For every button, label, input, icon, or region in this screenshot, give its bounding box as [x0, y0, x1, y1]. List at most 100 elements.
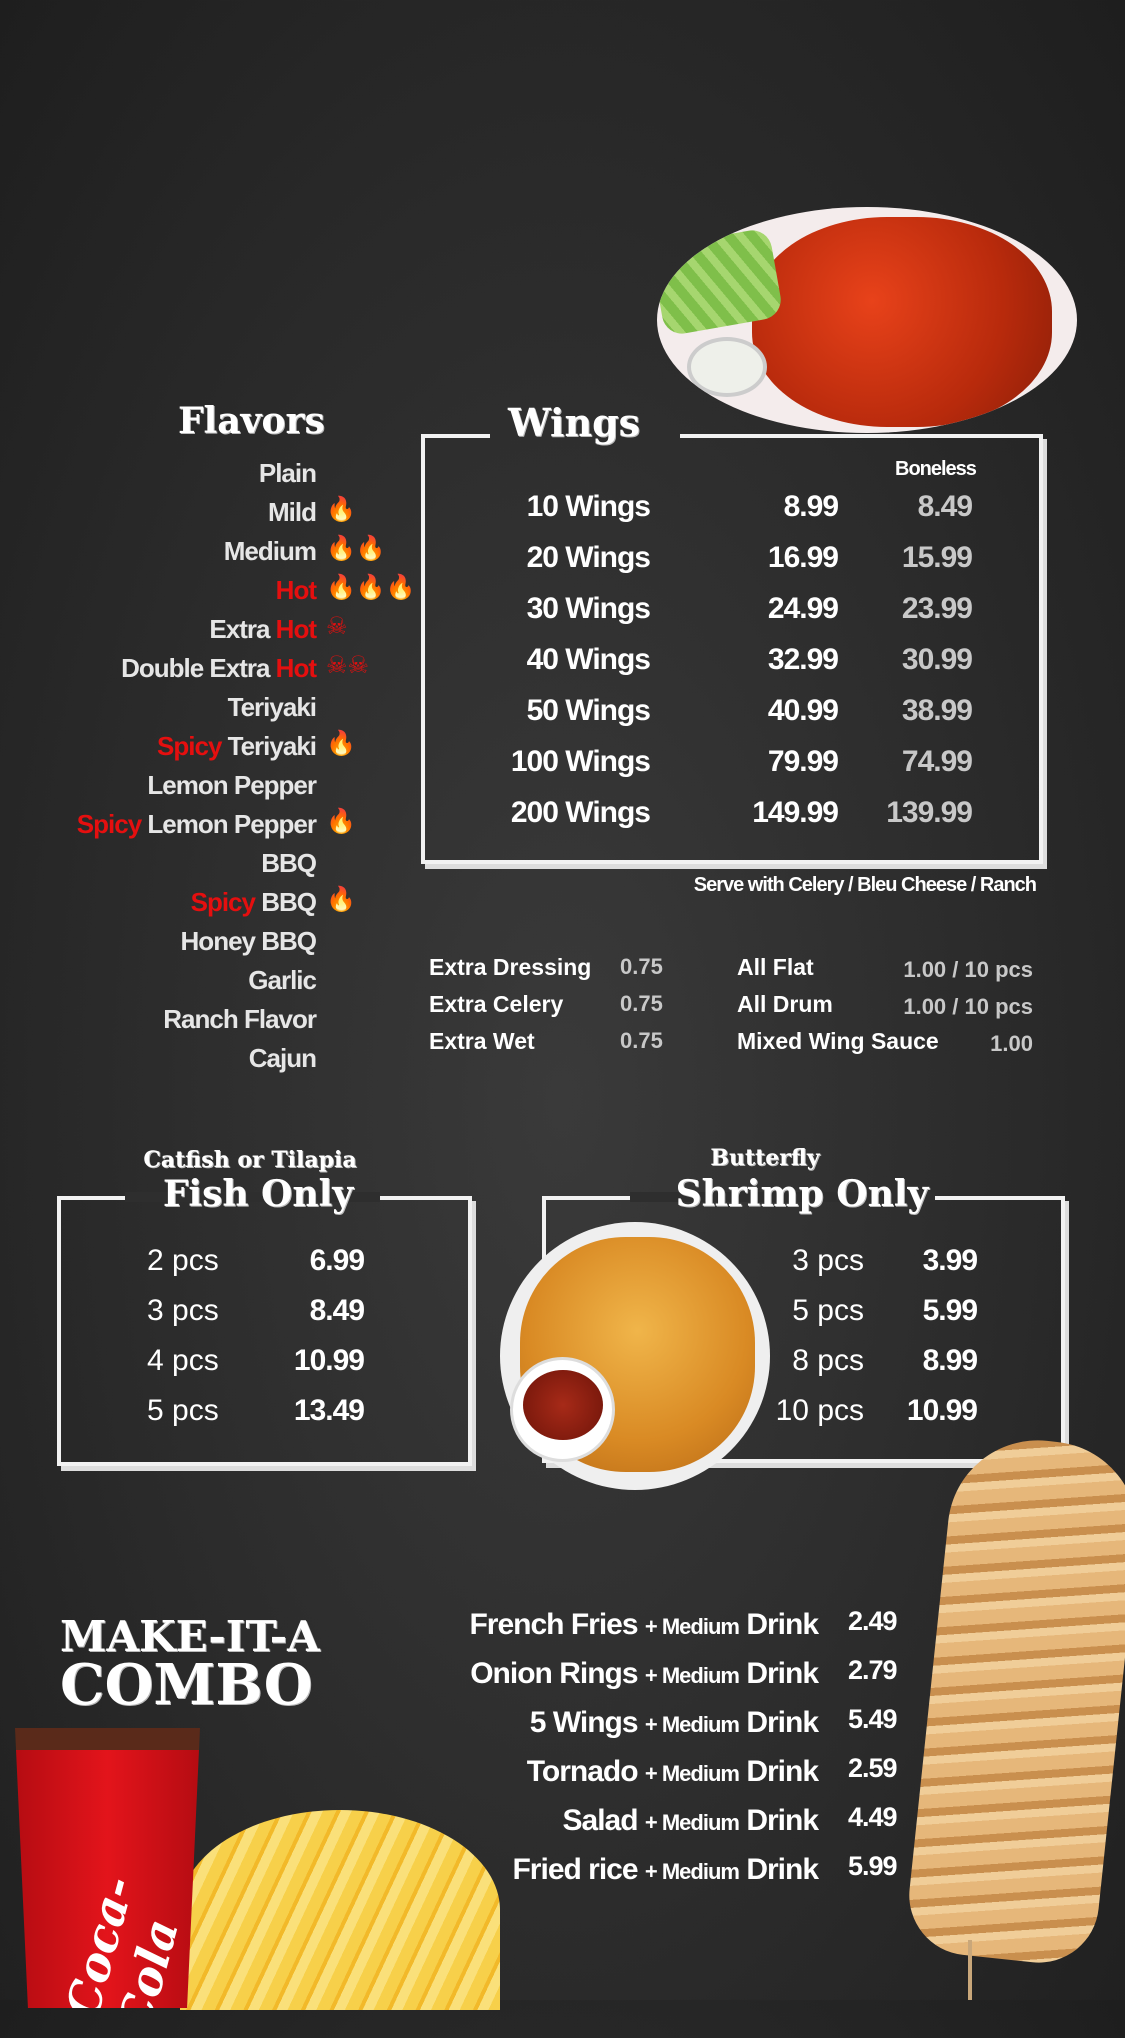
flavor-name: Garlic — [248, 965, 317, 995]
flavor-heat-icons: 🔥 — [326, 807, 356, 836]
flavor-prefix: Spicy — [157, 731, 222, 761]
wing-boneless-price: 23.99 — [901, 592, 973, 625]
flavor-item: Cajun — [248, 1043, 317, 1074]
combo-item: Fried rice + Medium Drink — [512, 1853, 819, 1887]
flavor-heat-icons: 🔥 — [326, 495, 356, 524]
wing-boneless-price: 38.99 — [901, 694, 973, 727]
shrimp-qty: 5 pcs — [792, 1294, 864, 1327]
flavor-heat-icons: 🔥 — [326, 729, 356, 758]
combo-item: Tornado + Medium Drink — [526, 1755, 819, 1789]
flavor-item: Hot — [275, 575, 317, 606]
flavor-heat-icons: 🔥 — [326, 885, 356, 914]
flame-icon: 🔥 — [385, 574, 416, 601]
flavor-item: Ranch Flavor — [163, 1004, 317, 1035]
skull-crossbones-icon: ☠ — [347, 652, 370, 679]
boneless-header: Boneless — [895, 458, 977, 480]
wing-price: 8.99 — [783, 490, 839, 523]
shrimp-qty: 3 pcs — [792, 1244, 864, 1277]
extra-item: Extra Dressing — [429, 954, 592, 980]
wing-price: 16.99 — [767, 541, 839, 574]
wing-count: 50 Wings — [526, 694, 651, 727]
combo-joiner: + Medium — [644, 1810, 740, 1835]
combo-title-line2: COMBO — [60, 1652, 313, 1718]
shrimp-qty: 10 pcs — [775, 1394, 864, 1427]
wing-count: 200 Wings — [510, 796, 651, 829]
flavor-item: Plain — [259, 458, 317, 489]
wing-price: 149.99 — [752, 796, 839, 829]
flavor-name: Mild — [268, 497, 317, 527]
flavor-prefix: Spicy — [190, 887, 256, 917]
wings-serve-note: Serve with Celery / Bleu Cheese / Ranch — [693, 874, 1037, 896]
wing-price: 40.99 — [767, 694, 839, 727]
wing-count: 20 Wings — [526, 541, 651, 574]
fish-qty: 5 pcs — [147, 1394, 219, 1427]
flavor-item: Mild — [268, 497, 317, 528]
combo-item-name: Fried rice — [512, 1853, 638, 1886]
extra-item: All Flat — [737, 954, 814, 980]
wing-boneless-price: 15.99 — [901, 541, 973, 574]
flavor-item: Spicy Teriyaki — [157, 731, 317, 762]
combo-item-name: French Fries — [469, 1608, 638, 1641]
flavor-name: BBQ — [261, 848, 317, 878]
skull-crossbones-icon: ☠ — [326, 613, 348, 640]
flavor-item: Spicy BBQ — [190, 887, 317, 918]
wings-plate-image — [657, 207, 1077, 433]
flavor-name: Teriyaki — [227, 731, 317, 761]
flavor-item: Teriyaki — [228, 692, 317, 723]
fish-title: Fish Only — [162, 1173, 354, 1215]
combo-item-name: Salad — [562, 1804, 639, 1837]
combo-price: 5.99 — [848, 1851, 898, 1881]
extra-item: All Drum — [737, 991, 833, 1017]
flavor-name: Lemon Pepper — [147, 809, 317, 839]
flavor-heat-icons: 🔥🔥 — [326, 534, 386, 563]
combo-drink: Drink — [746, 1853, 819, 1886]
flavor-heat-icons: ☠ — [326, 612, 348, 641]
combo-price: 4.49 — [848, 1802, 898, 1832]
flavor-item: BBQ — [261, 848, 317, 879]
flavor-name: Lemon Pepper — [147, 770, 317, 800]
flavor-name: Honey BBQ — [180, 926, 317, 956]
wing-price: 79.99 — [767, 745, 839, 778]
combo-drink: Drink — [746, 1755, 819, 1788]
fish-subtitle: Catfish or Tilapia — [143, 1147, 357, 1173]
flame-icon: 🔥 — [326, 535, 356, 562]
combo-joiner: + Medium — [644, 1761, 740, 1786]
flame-icon: 🔥 — [326, 574, 356, 601]
flavor-prefix: Hot — [275, 575, 317, 605]
shrimp-price: 10.99 — [906, 1394, 978, 1427]
flavor-name: Cajun — [248, 1043, 317, 1073]
wing-price: 24.99 — [767, 592, 839, 625]
flavor-item: Medium — [223, 536, 317, 567]
combo-joiner: + Medium — [644, 1712, 740, 1737]
flavor-name: Ranch Flavor — [163, 1004, 317, 1034]
fish-price: 6.99 — [309, 1244, 365, 1277]
combo-title-line1: MAKE-IT-A — [60, 1612, 320, 1661]
combo-item-name: 5 Wings — [529, 1706, 639, 1739]
combo-drink: Drink — [746, 1706, 819, 1739]
wing-boneless-price: 74.99 — [901, 745, 973, 778]
extra-item: Mixed Wing Sauce — [737, 1028, 939, 1054]
flavor-heat: Hot — [275, 614, 317, 644]
fish-price: 8.49 — [309, 1294, 365, 1327]
flavor-item: Double Extra Hot — [121, 653, 317, 684]
flavor-name: Medium — [223, 536, 317, 566]
flavor-item: Spicy Lemon Pepper — [77, 809, 317, 840]
flame-icon: 🔥 — [326, 730, 356, 757]
fish-price: 13.49 — [293, 1394, 365, 1427]
combo-item-name: Tornado — [526, 1755, 639, 1788]
flame-icon: 🔥 — [326, 808, 356, 835]
extra-price: 1.00 — [990, 1031, 1033, 1056]
combo-item: Onion Rings + Medium Drink — [470, 1657, 819, 1691]
flame-icon: 🔥 — [326, 886, 356, 913]
tornado-potato-image — [903, 1431, 1125, 1969]
combo-drink: Drink — [746, 1608, 819, 1641]
flavor-item: Honey BBQ — [180, 926, 317, 957]
fish-qty: 4 pcs — [147, 1344, 219, 1377]
wing-boneless-price: 139.99 — [886, 796, 973, 829]
flavors-title: Flavors — [178, 400, 325, 442]
wing-count: 10 Wings — [526, 490, 651, 523]
combo-price: 5.49 — [848, 1704, 898, 1734]
combo-item: 5 Wings + Medium Drink — [529, 1706, 819, 1740]
extra-price: 0.75 — [620, 1028, 663, 1053]
extra-price: 0.75 — [620, 991, 663, 1016]
